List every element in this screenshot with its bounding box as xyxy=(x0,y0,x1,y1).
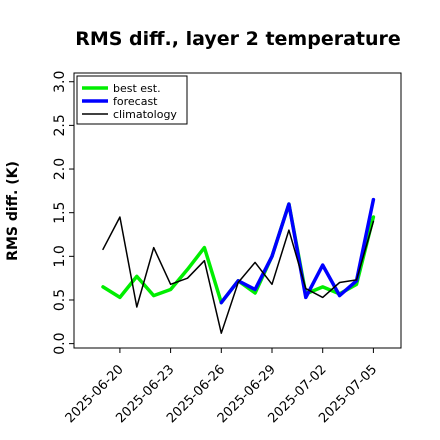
chart-title: RMS diff., layer 2 temperature xyxy=(75,28,401,50)
series-layer xyxy=(101,197,376,334)
y-tick-label: 0.0 xyxy=(52,333,68,355)
series-line-2 xyxy=(219,197,376,305)
series-line-3 xyxy=(102,216,375,334)
y-tick-label: 3.0 xyxy=(52,71,68,93)
plot-frame xyxy=(73,72,402,349)
y-tick-label: 0.5 xyxy=(52,289,68,311)
legend-label: forecast xyxy=(113,95,158,108)
legend-label: climatology xyxy=(113,108,177,121)
legend-label: best est. xyxy=(113,82,161,95)
y-axis-label: RMS diff. (K) xyxy=(5,161,21,261)
y-tick-label: 2.0 xyxy=(52,158,68,180)
y-tick-label: 2.5 xyxy=(52,114,68,136)
y-tick-label: 1.5 xyxy=(52,202,68,224)
y-axis: 0.0 0.5 1.0 1.5 2.0 2.5 3.0 xyxy=(52,71,74,355)
x-axis: 2025-06-202025-06-232025-06-262025-06-29… xyxy=(63,348,380,426)
y-tick-label: 1.0 xyxy=(52,245,68,267)
